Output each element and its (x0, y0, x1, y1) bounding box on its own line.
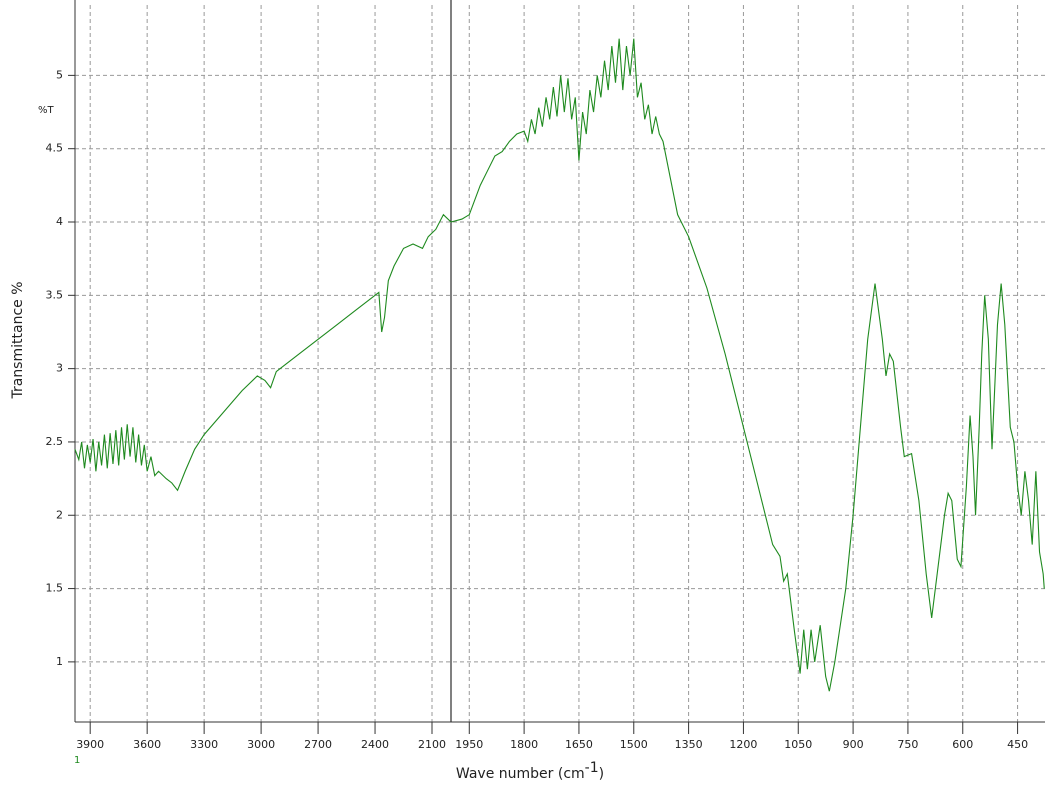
x-tick-label: 750 (897, 738, 918, 751)
y-tick-label: 4 (56, 215, 63, 228)
y-unit-label: %T (38, 105, 55, 116)
spectrum-line (74, 38, 1045, 692)
x-tick-label: 600 (952, 738, 973, 751)
x-tick-label: 1650 (565, 738, 593, 751)
x-axis-title: Wave number (cm-1) (456, 760, 604, 782)
x-tick-label: 1950 (455, 738, 483, 751)
y-tick-label: 1.5 (46, 582, 64, 595)
y-tick-label: 2.5 (46, 435, 64, 448)
x-tick-label: 2100 (418, 738, 446, 751)
x-tick-label: 3000 (247, 738, 275, 751)
x-tick-label: 3600 (133, 738, 161, 751)
x-tick-label: 3900 (76, 738, 104, 751)
x-tick-label: 2700 (304, 738, 332, 751)
x-axis-title-sup: -1 (585, 760, 599, 776)
y-tick-label: 3 (56, 362, 63, 375)
y-tick-label: 3.5 (46, 288, 64, 301)
y-tick-label: 4.5 (46, 142, 64, 155)
y-tick-label: 1 (56, 655, 63, 668)
x-tick-label: 450 (1007, 738, 1028, 751)
x-tick-label: 1800 (510, 738, 538, 751)
x-tick-label: 1050 (784, 738, 812, 751)
x-axis-title-main: Wave number (cm (456, 766, 585, 782)
x-tick-label: 1200 (729, 738, 757, 751)
x-axis-title-end: ) (599, 766, 604, 782)
y-tick-label: 2 (56, 508, 63, 521)
x-tick-label: 2400 (361, 738, 389, 751)
y-axis-title: Transmittance % (10, 281, 26, 399)
x-tick-label: 3300 (190, 738, 218, 751)
x-tick-label: 1350 (675, 738, 703, 751)
x-tick-label: 900 (843, 738, 864, 751)
series-label: 1 (74, 755, 80, 766)
x-tick-label: 1500 (620, 738, 648, 751)
y-tick-label: 5 (56, 68, 63, 81)
